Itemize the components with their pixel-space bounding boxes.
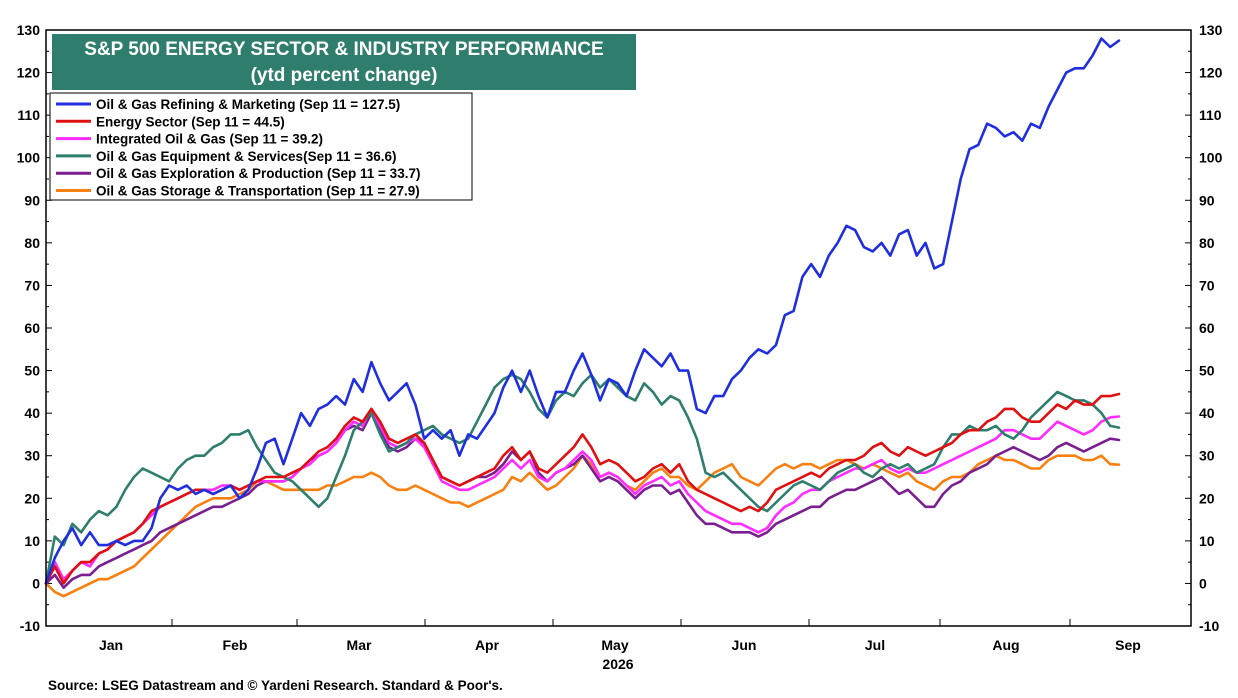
x-tick-label: May [601, 637, 628, 653]
series-lines [44, 37, 1121, 598]
series-line-4 [44, 411, 1121, 589]
y-axis-left: -10 0 10 20 30 40 50 60 70 80 90 100 110 120 130 [17, 22, 52, 634]
y-tick-label-right: 0 [1199, 575, 1207, 591]
y-tick-label-left: 40 [24, 405, 40, 421]
series-line-3 [44, 373, 1121, 585]
chart-title: S&P 500 ENERGY SECTOR & INDUSTRY PERFORM… [84, 39, 603, 60]
y-tick-label-left: 80 [24, 235, 40, 251]
y-tick-label-left: 110 [17, 107, 40, 123]
legend: Oil & Gas Refining & Marketing (Sep 11 =… [49, 92, 473, 201]
y-tick-label-right: 80 [1199, 235, 1215, 251]
series-line-2 [44, 407, 1121, 585]
plot-frame [45, 29, 1192, 627]
legend-label: Oil & Gas Refining & Marketing (Sep 11 =… [96, 97, 400, 112]
y-tick-label-right: 130 [1199, 22, 1223, 38]
x-tick-label: Jul [865, 637, 885, 653]
y-tick-label-right: 10 [1199, 533, 1215, 549]
y-tick-label-right: 30 [1199, 448, 1215, 464]
x-tick-label: Feb [223, 637, 248, 653]
y-tick-label-left: 0 [32, 575, 40, 591]
chart-subtitle: (ytd percent change) [251, 65, 438, 86]
y-axis-right: -10 0 10 20 30 40 50 60 70 80 90 100 110 120 130 [1185, 22, 1223, 634]
y-tick-label-left: 50 [24, 363, 40, 379]
title-box-background [52, 34, 636, 90]
y-tick-label-right: -10 [1199, 618, 1219, 634]
legend-box [49, 92, 473, 201]
legend-label: Oil & Gas Exploration & Production (Sep … [96, 166, 420, 181]
x-axis: Jan Feb Mar Apr May Jun Jul Aug Sep [45, 619, 1141, 653]
y-tick-label-left: 60 [24, 320, 40, 336]
y-tick-label-left: 20 [24, 490, 40, 506]
y-tick-label-right: 60 [1199, 320, 1215, 336]
y-tick-label-left: 30 [24, 448, 40, 464]
x-tick-label: Aug [992, 637, 1019, 653]
y-tick-label-left: 100 [17, 150, 41, 166]
legend-label: Oil & Gas Equipment & Services(Sep 11 = … [96, 149, 397, 164]
x-axis-year-label: 2026 [602, 656, 633, 672]
legend-label: Integrated Oil & Gas (Sep 11 = 39.2) [96, 132, 323, 147]
y-tick-label-right: 100 [1199, 150, 1223, 166]
legend-label: Oil & Gas Storage & Transportation (Sep … [96, 184, 420, 199]
source-note: Source: LSEG Datastream and © Yardeni Re… [48, 678, 503, 693]
y-tick-label-left: 70 [24, 277, 40, 293]
y-tick-label-right: 110 [1199, 107, 1222, 123]
y-tick-label-right: 40 [1199, 405, 1215, 421]
y-tick-label-left: 90 [24, 192, 40, 208]
y-tick-label-left: -10 [20, 618, 40, 634]
y-tick-label-left: 130 [17, 22, 41, 38]
x-tick-label: Jun [732, 637, 757, 653]
y-tick-label-left: 120 [17, 65, 41, 81]
y-tick-label-right: 70 [1199, 277, 1215, 293]
x-tick-label: Jan [99, 637, 123, 653]
title-box: S&P 500 ENERGY SECTOR & INDUSTRY PERFORM… [52, 34, 636, 90]
x-tick-label: Mar [347, 637, 372, 653]
y-tick-label-right: 20 [1199, 490, 1215, 506]
y-tick-label-right: 90 [1199, 192, 1215, 208]
legend-label: Energy Sector (Sep 11 = 44.5) [96, 114, 285, 129]
y-tick-label-right: 50 [1199, 363, 1215, 379]
x-tick-label: Apr [475, 637, 500, 653]
y-tick-label-left: 10 [24, 533, 40, 549]
x-tick-label: Sep [1115, 637, 1141, 653]
y-tick-label-right: 120 [1199, 65, 1223, 81]
series-line-0 [44, 37, 1121, 585]
